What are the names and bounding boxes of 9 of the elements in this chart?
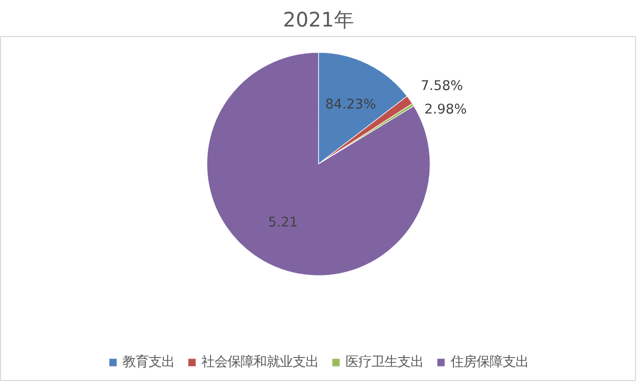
legend-label: 社会保障和就业支出	[202, 354, 318, 371]
text: 2.98%	[424, 102, 467, 118]
text: 7.58%	[420, 79, 464, 94]
legend-label: 住房保障支出	[450, 354, 528, 371]
text: 5.21	[268, 215, 298, 230]
chart-title: 2021年	[283, 8, 354, 32]
legend-label: 教育支出	[122, 354, 174, 371]
legend-label: 医疗卫生支出	[346, 354, 424, 371]
text: 84.23%	[325, 98, 376, 113]
